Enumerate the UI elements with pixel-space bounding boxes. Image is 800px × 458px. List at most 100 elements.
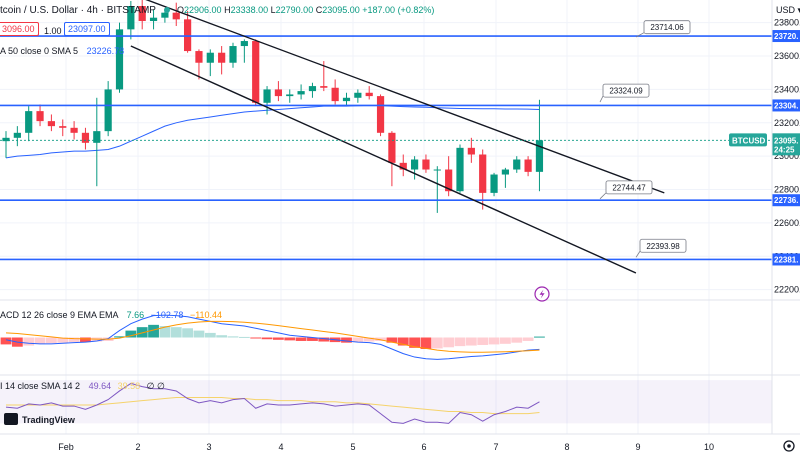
macd-histogram-bar — [136, 327, 148, 338]
candle-body — [501, 169, 509, 175]
currency-selector[interactable]: USD ▾ — [776, 5, 800, 16]
candle-body — [13, 132, 21, 138]
macd-pane: 200.000.00 — [0, 310, 800, 360]
candle-body — [467, 147, 475, 155]
callout-box — [639, 238, 687, 253]
time-tick: 8 — [564, 442, 569, 452]
candle-body — [172, 12, 180, 20]
macd-histogram-bar — [454, 337, 466, 347]
level-badge-label: 23720. — [774, 32, 798, 41]
currency-label: USD — [776, 5, 796, 15]
macd-histogram-bar — [511, 337, 523, 343]
candle-body — [104, 89, 112, 132]
macd-legend[interactable]: ACD 12 26 close 9 EMA EMA 7.66 −102.78 −… — [0, 310, 222, 320]
macd-histogram-bar — [261, 337, 273, 340]
macd-histogram-bar — [352, 337, 364, 343]
candle-body — [252, 41, 260, 103]
candle-body — [331, 87, 339, 102]
rsi-value-2: 39.58 — [117, 381, 141, 391]
candle-body — [388, 132, 396, 163]
price-axis[interactable]: 23800.00 23600.00 23400.00 23200.00 23000.00… — [0, 0, 800, 434]
channel-lower-line — [130, 45, 637, 274]
time-tick: 9 — [635, 442, 640, 452]
ohlc-l-label: L — [270, 5, 276, 15]
macd-histogram-bar — [534, 336, 545, 338]
candle-body — [513, 159, 521, 170]
price-tick: 23400.00 — [774, 84, 800, 94]
ohlc-h-label: H — [224, 5, 231, 15]
candle-body — [365, 92, 373, 97]
macd-histogram-bar — [431, 337, 443, 349]
candle-body — [127, 6, 135, 30]
ohlc-o: 22906.00 — [184, 5, 222, 15]
macd-histogram-bar — [193, 330, 205, 338]
candle-body — [433, 169, 441, 171]
macd-histogram-bar — [182, 328, 193, 338]
tradingview-logo: TradingView — [4, 413, 76, 425]
macd-line — [5, 314, 540, 360]
candle-body — [411, 159, 419, 170]
candle-body — [399, 162, 407, 170]
candle-body — [490, 174, 498, 193]
price-tick: 23800.00 — [774, 18, 800, 28]
macd-histogram-bar — [170, 327, 182, 338]
time-tick: 6 — [421, 442, 426, 452]
ohlc-c-label: C — [315, 5, 323, 15]
candle-body — [138, 6, 146, 22]
macd-value-3: −110.44 — [189, 310, 223, 320]
macd-value-2: −102.78 — [150, 310, 184, 320]
macd-value-1: 7.66 — [126, 310, 145, 320]
rsi-value-1: 49.64 — [88, 381, 112, 391]
level-badge-label: 23304. — [774, 101, 798, 110]
rsi-legend[interactable]: I 14 close SMA 14 2 49.64 39.58 ∅ ∅ — [0, 381, 165, 392]
sell-button[interactable]: 3096.00 — [0, 22, 39, 36]
candle-body — [376, 96, 385, 133]
price-tick: 22200.00 — [774, 285, 800, 295]
buy-button[interactable]: 23097.00 — [64, 22, 110, 36]
macd-histogram-bar — [238, 336, 250, 338]
price-axis-bg — [772, 0, 800, 434]
rsi-value-3: ∅ ∅ — [146, 381, 165, 391]
macd-histogram-bar — [216, 335, 228, 338]
macd-histogram-bar — [375, 337, 386, 341]
candle-body — [81, 132, 90, 143]
candle-body — [47, 121, 55, 127]
candle-body — [263, 89, 271, 103]
pane-dividers[interactable] — [0, 0, 800, 435]
candle-body — [308, 86, 317, 92]
time-tick: 3 — [206, 442, 211, 452]
settings-icon[interactable] — [783, 440, 795, 452]
current-symbol-badge — [729, 133, 767, 147]
callout-leader — [599, 95, 604, 103]
candle-body — [218, 52, 226, 63]
macd-histogram-bar — [46, 337, 57, 344]
candle-body — [115, 29, 124, 90]
level-badge — [772, 99, 800, 112]
sma-legend[interactable]: A 50 close 0 SMA 5 23226.78 — [0, 46, 124, 56]
candle-body — [445, 169, 453, 192]
rsi-sma-line — [6, 396, 540, 415]
symbol-title-text: tcoin / U.S. Dollar · 4h · BITSTAMP — [0, 5, 156, 16]
market-status-dot — [164, 7, 171, 13]
trend-channel[interactable] — [130, 0, 665, 274]
time-axis[interactable]: Feb 2 3 4 5 6 7 8 9 10 — [58, 442, 714, 452]
ohlc-h: 23338.00 — [230, 5, 269, 15]
price-tick: 23600.00 — [774, 51, 800, 61]
candle-body — [25, 111, 33, 133]
macd-histogram-bar — [250, 337, 262, 339]
macd-histogram-bar — [114, 336, 125, 338]
macd-histogram-bar — [397, 337, 409, 346]
time-tick: 7 — [493, 442, 498, 452]
time-tick: 10 — [704, 442, 714, 452]
callout-box — [602, 83, 650, 98]
macd-histogram-bar — [318, 337, 330, 342]
price-callouts[interactable]: 23714.06 23324.09 22744.47 22393.98 — [599, 20, 691, 258]
price-tick: 22600.00 — [774, 218, 800, 228]
macd-histogram-bar — [477, 337, 489, 345]
candle-body — [456, 147, 464, 192]
sma-legend-value: 23226.78 — [86, 46, 125, 56]
lightning-icon[interactable] — [534, 286, 550, 302]
candle-body — [342, 97, 351, 102]
horizontal-levels[interactable] — [0, 35, 772, 261]
